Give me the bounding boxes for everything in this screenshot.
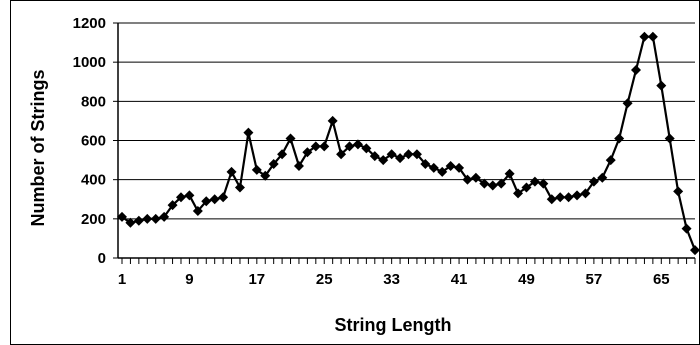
data-point [184,190,195,201]
data-point [513,188,524,199]
data-point [226,166,237,177]
data-point [395,153,406,164]
x-axis-ticks: 1 9 17 25 33 41 49 57 65 [118,258,696,288]
data-point [681,223,692,234]
gridlines [118,22,695,220]
data-point [251,164,262,175]
data-point [293,160,304,171]
data-point [597,172,608,183]
x-axis-title: String Length [335,315,452,335]
data-point [125,217,136,228]
data-point [656,80,667,91]
x-tick-label: 17 [248,271,265,288]
data-point [327,115,338,126]
data-point [454,162,465,173]
data-point [555,192,566,203]
x-tick-label: 41 [451,271,468,288]
y-tick-label: 400 [81,172,106,189]
y-tick-label: 200 [81,211,106,228]
data-point [302,147,313,158]
data-point [445,160,456,171]
data-point [369,151,380,162]
data-point [150,213,161,224]
data-point [167,200,178,211]
x-tick-label: 65 [653,271,670,288]
data-point [285,133,296,144]
data-point [428,162,439,173]
data-point [479,178,490,189]
y-tick-label: 0 [98,250,106,267]
data-point [647,31,658,42]
data-point [580,188,591,199]
y-tick-label: 800 [81,93,106,110]
data-point [218,192,229,203]
data-point [243,127,254,138]
data-point [496,178,507,189]
data-point [521,182,532,193]
data-point [437,166,448,177]
data-point [234,182,245,193]
data-point [344,141,355,152]
data-point [420,159,431,169]
data-point [605,155,616,166]
data-point [504,168,515,179]
data-point [563,192,574,203]
data-point [336,149,347,160]
data-point [352,139,363,150]
data-point [310,141,321,152]
data-point [192,206,203,216]
data-point [319,141,330,152]
y-axis-ticks: 0 200 400 600 800 1000 1200 [73,15,118,267]
series-layer [117,31,700,256]
data-point [546,194,557,205]
data-point [361,143,372,154]
data-point [201,196,212,207]
data-point [159,211,170,222]
data-point [529,176,540,187]
y-tick-label: 600 [81,133,106,150]
data-point [487,180,498,191]
data-point [462,174,473,185]
x-tick-label: 25 [316,271,333,288]
data-point [622,98,633,109]
data-point [639,31,650,42]
data-point [133,215,144,226]
data-point [260,170,271,181]
x-tick-label: 33 [383,271,400,288]
axes [117,23,695,259]
data-point [209,194,220,205]
data-point [386,149,397,160]
data-point [175,192,186,203]
data-point [614,133,625,144]
data-point [411,149,422,160]
data-point [117,211,127,222]
data-point [378,155,389,166]
data-point [538,178,549,189]
data-point [673,186,684,197]
x-tick-label: 9 [185,271,193,288]
chart-border [10,0,700,345]
data-point [664,133,675,144]
x-tick-label: 57 [586,271,603,288]
data-point [470,172,481,183]
data-point [403,149,414,160]
x-tick-label: 1 [118,271,126,288]
data-point [277,149,288,160]
x-tick-label: 49 [518,271,535,288]
data-point [588,176,599,187]
data-point [142,213,153,224]
data-point [690,245,700,256]
data-point [268,159,279,169]
y-axis-title: Number of Strings [28,69,48,226]
data-point [572,190,583,201]
y-tick-label: 1200 [73,15,106,32]
y-tick-label: 1000 [73,54,106,71]
data-point [631,65,642,75]
